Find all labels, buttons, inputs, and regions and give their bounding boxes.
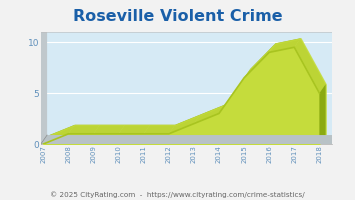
Polygon shape (169, 115, 200, 134)
Polygon shape (119, 125, 150, 134)
Polygon shape (144, 125, 175, 134)
Polygon shape (69, 125, 100, 134)
Polygon shape (41, 23, 47, 144)
Polygon shape (93, 125, 125, 134)
Polygon shape (43, 125, 75, 144)
Polygon shape (41, 135, 338, 144)
Polygon shape (294, 38, 326, 93)
Polygon shape (269, 38, 301, 52)
Polygon shape (219, 69, 250, 113)
Polygon shape (194, 104, 225, 124)
Text: © 2025 CityRating.com  -  https://www.cityrating.com/crime-statistics/: © 2025 CityRating.com - https://www.city… (50, 191, 305, 198)
Polygon shape (320, 84, 326, 144)
Text: Roseville Violent Crime: Roseville Violent Crime (73, 9, 282, 24)
Polygon shape (244, 43, 275, 78)
